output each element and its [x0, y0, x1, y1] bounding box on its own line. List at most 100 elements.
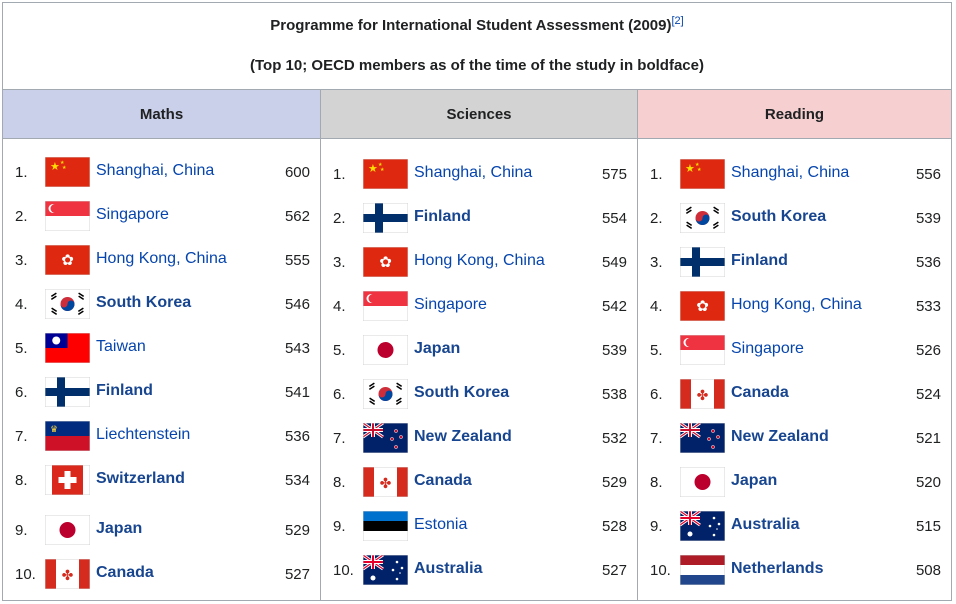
country-link[interactable]: Canada	[96, 564, 154, 581]
score-value: 527	[601, 562, 627, 579]
country-link[interactable]: Finland	[731, 252, 788, 269]
south-korea-flag-icon[interactable]	[45, 289, 90, 319]
svg-text:♛: ♛	[50, 425, 58, 435]
country-link[interactable]: Japan	[96, 520, 143, 537]
new-zealand-flag-icon[interactable]	[680, 423, 725, 453]
score-value: 539	[915, 210, 941, 227]
score-value: 554	[601, 210, 627, 227]
country-link[interactable]: Hong Kong, China	[731, 296, 862, 313]
country-link[interactable]: New Zealand	[731, 428, 829, 445]
svg-text:✿: ✿	[696, 297, 709, 315]
rank-number: 9.	[650, 518, 663, 535]
china-flag-icon[interactable]: ★ ★ ★	[680, 159, 725, 189]
rank-number: 6.	[15, 384, 28, 401]
score-value: 532	[601, 430, 627, 447]
singapore-flag-icon[interactable]	[45, 201, 90, 231]
japan-flag-icon[interactable]	[363, 335, 408, 365]
score-value: 575	[601, 166, 627, 183]
table-row: 10. ✤ Canada 527	[3, 557, 320, 591]
table-row: 1. ★ ★ ★ Shanghai, China 600	[3, 155, 320, 189]
rank-number: 8.	[333, 474, 346, 491]
taiwan-flag-icon[interactable]	[45, 333, 90, 363]
country-link[interactable]: Shanghai, China	[414, 164, 533, 181]
japan-flag-icon[interactable]	[680, 467, 725, 497]
score-value: 529	[601, 474, 627, 491]
svg-text:★: ★	[685, 162, 695, 175]
country-link[interactable]: Australia	[731, 516, 800, 533]
country-link[interactable]: Finland	[96, 382, 153, 399]
canada-flag-icon[interactable]: ✤	[680, 379, 725, 409]
reference-link[interactable]: [2]	[671, 15, 684, 27]
score-value: 536	[284, 428, 310, 445]
country-link[interactable]: Netherlands	[731, 560, 824, 577]
table-title-text: Programme for International Student Asse…	[270, 17, 672, 34]
australia-flag-icon[interactable]	[363, 555, 408, 585]
country-link[interactable]: Japan	[414, 340, 461, 357]
hong-kong-flag-icon[interactable]: ✿	[363, 247, 408, 277]
singapore-flag-icon[interactable]	[363, 291, 408, 321]
country-link[interactable]: Canada	[414, 472, 472, 489]
table-row: 4. Singapore 542	[321, 289, 637, 323]
score-value: 542	[601, 298, 627, 315]
finland-flag-icon[interactable]	[363, 203, 408, 233]
south-korea-flag-icon[interactable]	[363, 379, 408, 409]
country-link[interactable]: Japan	[731, 472, 778, 489]
rank-number: 1.	[650, 166, 663, 183]
country-link[interactable]: Australia	[414, 560, 483, 577]
table-row: 7. ♛ Liechtenstein 536	[3, 419, 320, 453]
country-link[interactable]: Finland	[414, 208, 471, 225]
table-row: 5. Singapore 526	[638, 333, 951, 367]
finland-flag-icon[interactable]	[680, 247, 725, 277]
rank-number: 10.	[650, 562, 671, 579]
country-link[interactable]: Hong Kong, China	[96, 250, 227, 267]
svg-text:★: ★	[50, 160, 60, 173]
rank-number: 3.	[15, 252, 28, 269]
south-korea-flag-icon[interactable]	[680, 203, 725, 233]
rank-number: 1.	[333, 166, 346, 183]
canada-flag-icon[interactable]: ✤	[363, 467, 408, 497]
score-value: 600	[284, 164, 310, 181]
estonia-flag-icon[interactable]	[363, 511, 408, 541]
australia-flag-icon[interactable]	[680, 511, 725, 541]
country-link[interactable]: Canada	[731, 384, 789, 401]
singapore-flag-icon[interactable]	[680, 335, 725, 365]
rank-number: 7.	[333, 430, 346, 447]
country-link[interactable]: Estonia	[414, 516, 468, 533]
score-value: 528	[601, 518, 627, 535]
liechtenstein-flag-icon[interactable]: ♛	[45, 421, 90, 451]
country-link[interactable]: South Korea	[731, 208, 827, 225]
country-link[interactable]: Singapore	[96, 206, 169, 223]
country-link[interactable]: Switzerland	[96, 470, 185, 487]
country-link[interactable]: Hong Kong, China	[414, 252, 545, 269]
rank-number: 4.	[333, 298, 346, 315]
country-link[interactable]: New Zealand	[414, 428, 512, 445]
finland-flag-icon[interactable]	[45, 377, 90, 407]
rank-number: 6.	[333, 386, 346, 403]
country-link[interactable]: Singapore	[731, 340, 804, 357]
country-link[interactable]: South Korea	[96, 294, 192, 311]
country-link[interactable]: Shanghai, China	[731, 164, 850, 181]
japan-flag-icon[interactable]	[45, 515, 90, 545]
score-value: 524	[915, 386, 941, 403]
table-row: 10. Netherlands 508	[638, 553, 951, 587]
country-link[interactable]: Taiwan	[96, 338, 146, 355]
svg-text:★: ★	[60, 160, 65, 166]
table-row: 6. Finland 541	[3, 375, 320, 409]
country-link[interactable]: South Korea	[414, 384, 510, 401]
netherlands-flag-icon[interactable]	[680, 555, 725, 585]
rank-number: 9.	[333, 518, 346, 535]
hong-kong-flag-icon[interactable]: ✿	[45, 245, 90, 275]
switzerland-flag-icon[interactable]	[45, 465, 90, 495]
table-row: 1. ★ ★ ★ Shanghai, China 575	[321, 157, 637, 191]
new-zealand-flag-icon[interactable]	[363, 423, 408, 453]
canada-flag-icon[interactable]: ✤	[45, 559, 90, 589]
china-flag-icon[interactable]: ★ ★ ★	[363, 159, 408, 189]
table-subtitle: (Top 10; OECD members as of the time of …	[250, 57, 704, 74]
country-link[interactable]: Shanghai, China	[96, 162, 215, 179]
country-link[interactable]: Liechtenstein	[96, 426, 191, 443]
table-row: 2. South Korea 539	[638, 201, 951, 235]
country-link[interactable]: Singapore	[414, 296, 487, 313]
hong-kong-flag-icon[interactable]: ✿	[680, 291, 725, 321]
china-flag-icon[interactable]: ★ ★ ★	[45, 157, 90, 187]
